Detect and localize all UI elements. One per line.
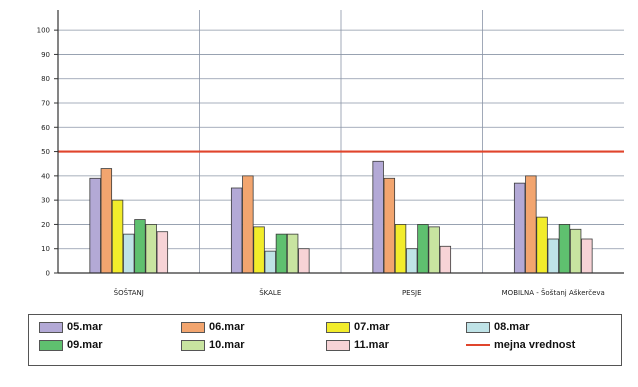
legend-swatch — [326, 339, 350, 351]
legend-label: 05.mar — [67, 321, 103, 333]
category-label: ŠOŠTANJ — [114, 288, 144, 297]
legend-label: mejna vrednost — [494, 339, 576, 351]
legend-swatch — [326, 321, 350, 333]
bar — [547, 238, 559, 274]
legend: 05.mar 06.mar 07.mar 08.mar 09.mar 10.mar 11.m… — [28, 314, 622, 366]
axes — [54, 10, 624, 274]
bar — [558, 224, 571, 274]
bar — [428, 226, 440, 274]
bar — [581, 238, 593, 274]
y-tick-label: 0 — [46, 270, 50, 278]
y-tick-label: 70 — [41, 100, 50, 108]
bar — [145, 224, 157, 274]
y-tick-label: 60 — [41, 124, 50, 132]
y-tick-label: 50 — [41, 148, 50, 156]
y-tick-label: 30 — [41, 197, 50, 205]
legend-item: 11.mar — [326, 338, 389, 352]
legend-item: 09.mar — [39, 338, 102, 352]
legend-label: 10.mar — [209, 339, 245, 351]
legend-item: 05.mar — [39, 320, 102, 334]
legend-item: 10.mar — [181, 338, 244, 352]
bar — [383, 177, 396, 274]
category-label: PESJE — [402, 289, 422, 297]
bar — [569, 228, 582, 274]
bar — [156, 231, 169, 274]
bar — [536, 216, 548, 274]
bar — [230, 187, 243, 274]
chart-plot: 0 10 20 30 40 50 60 70 80 90 100 ŠOŠTANJ ŠKALE PESJE M… — [37, 10, 624, 297]
bar — [286, 233, 299, 274]
bar — [242, 175, 254, 274]
legend-swatch — [466, 321, 490, 333]
y-tick-label: 80 — [41, 75, 50, 83]
y-tick-label: 10 — [41, 245, 50, 253]
bar — [123, 233, 135, 274]
bar — [525, 175, 537, 274]
bar — [394, 224, 407, 274]
bar — [253, 226, 265, 274]
y-tick-label: 20 — [41, 221, 50, 229]
legend-label: 07.mar — [354, 321, 390, 333]
y-tick-label: 40 — [41, 172, 50, 180]
bar — [134, 219, 146, 274]
bar — [417, 224, 429, 274]
legend-swatch — [39, 339, 63, 351]
legend-item: 07.mar — [326, 320, 389, 334]
y-tick-label: 100 — [37, 27, 50, 35]
bar — [513, 182, 526, 274]
labels: 0 10 20 30 40 50 60 70 80 90 100 ŠOŠTANJ ŠKALE PESJE M… — [37, 27, 605, 297]
legend-line-marker — [466, 344, 490, 346]
bar — [439, 245, 452, 274]
legend-swatch — [39, 321, 63, 333]
bar — [100, 168, 113, 274]
category-label: MOBILNA - Šoštanj Aškerčeva — [502, 288, 605, 297]
bar — [298, 248, 310, 274]
category-separators — [199, 10, 483, 273]
y-tick-label: 90 — [41, 51, 50, 59]
bar — [275, 233, 288, 274]
bar — [111, 199, 124, 274]
legend-item: 08.mar — [466, 320, 529, 334]
bar — [89, 177, 101, 274]
legend-item: 06.mar — [181, 320, 244, 334]
bar — [264, 250, 276, 274]
bar — [406, 248, 418, 274]
legend-swatch — [181, 321, 205, 333]
legend-label: 08.mar — [494, 321, 530, 333]
category-label: ŠKALE — [259, 288, 281, 297]
legend-label: 09.mar — [67, 339, 103, 351]
legend-swatch — [181, 339, 205, 351]
bar — [372, 160, 384, 274]
legend-label: 06.mar — [209, 321, 245, 333]
legend-label: 11.mar — [354, 339, 389, 351]
legend-item: mejna vrednost — [466, 338, 575, 352]
